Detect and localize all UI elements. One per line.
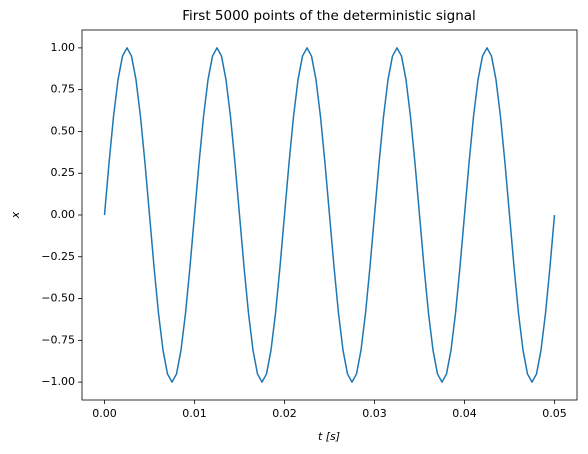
y-tick-label: 0.00 xyxy=(51,208,76,221)
y-tick-label: −0.50 xyxy=(41,292,75,305)
y-tick-label: −1.00 xyxy=(41,375,75,388)
plot-frame xyxy=(81,29,578,401)
y-tick-label: −0.75 xyxy=(41,333,75,346)
y-tick-label: 0.75 xyxy=(51,83,76,96)
y-axis-label: x xyxy=(9,211,22,219)
y-tick-label: 1.00 xyxy=(51,41,76,54)
chart-title: First 5000 points of the deterministic s… xyxy=(182,8,476,24)
line-series xyxy=(103,47,556,383)
x-tick-label: 0.01 xyxy=(182,407,207,420)
x-tick-label: 0.05 xyxy=(542,407,567,420)
x-tick-label: 0.00 xyxy=(92,407,117,420)
x-tick-label: 0.04 xyxy=(452,407,477,420)
y-tick-label: −0.25 xyxy=(41,250,75,263)
x-axis-label: t [s] xyxy=(318,430,340,443)
y-tick-label: 0.50 xyxy=(51,124,76,137)
x-tick-label: 0.03 xyxy=(362,407,387,420)
y-tick-label: 0.25 xyxy=(51,166,76,179)
x-tick-label: 0.02 xyxy=(272,407,297,420)
